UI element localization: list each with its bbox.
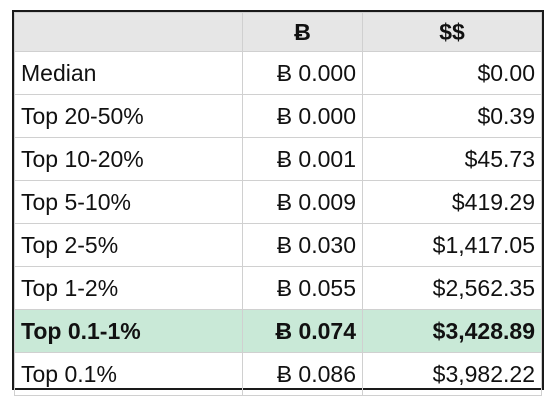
- usd-value-cell[interactable]: $419.29: [362, 180, 542, 224]
- usd-value-cell[interactable]: $0.00: [362, 51, 542, 95]
- btc-value-cell[interactable]: Ƀ 0.055: [242, 266, 363, 310]
- btc-value-cell[interactable]: Ƀ 0.009: [242, 180, 363, 224]
- row-label-cell[interactable]: Top 2-5%: [14, 223, 243, 267]
- table-row: Top 10-20% Ƀ 0.001 $45.73: [14, 137, 542, 181]
- table-row: Top 5-10% Ƀ 0.009 $419.29: [14, 180, 542, 224]
- row-label-cell[interactable]: Top 20-50%: [14, 94, 243, 138]
- header-cell-usd[interactable]: $$: [362, 12, 542, 52]
- usd-value-cell[interactable]: $0.39: [362, 94, 542, 138]
- btc-value-cell[interactable]: Ƀ 0.086: [242, 352, 363, 396]
- table-row: Top 0.1% Ƀ 0.086 $3,982.22: [14, 352, 542, 396]
- btc-value-cell[interactable]: Ƀ 0.030: [242, 223, 363, 267]
- row-label-cell[interactable]: Top 0.1%: [14, 352, 243, 396]
- row-label-cell[interactable]: Top 10-20%: [14, 137, 243, 181]
- header-row: Ƀ $$: [14, 12, 542, 52]
- usd-value-cell[interactable]: $45.73: [362, 137, 542, 181]
- table-row: Median Ƀ 0.000 $0.00: [14, 51, 542, 95]
- header-cell-label[interactable]: [14, 12, 243, 52]
- row-label-cell[interactable]: Top 1-2%: [14, 266, 243, 310]
- usd-value-cell[interactable]: $3,982.22: [362, 352, 542, 396]
- row-label-cell[interactable]: Median: [14, 51, 243, 95]
- usd-value-cell[interactable]: $3,428.89: [362, 309, 542, 353]
- row-label-cell[interactable]: Top 0.1-1%: [14, 309, 243, 353]
- distribution-table: Ƀ $$ Median Ƀ 0.000 $0.00 Top 20-50% Ƀ 0…: [12, 10, 544, 396]
- usd-value-cell[interactable]: $1,417.05: [362, 223, 542, 267]
- usd-value-cell[interactable]: $2,562.35: [362, 266, 542, 310]
- table-row: Top 2-5% Ƀ 0.030 $1,417.05: [14, 223, 542, 267]
- btc-value-cell[interactable]: Ƀ 0.000: [242, 51, 363, 95]
- table-row: Top 1-2% Ƀ 0.055 $2,562.35: [14, 266, 542, 310]
- btc-value-cell[interactable]: Ƀ 0.074: [242, 309, 363, 353]
- header-cell-btc[interactable]: Ƀ: [242, 12, 363, 52]
- table-grid: Ƀ $$ Median Ƀ 0.000 $0.00 Top 20-50% Ƀ 0…: [14, 12, 542, 396]
- btc-value-cell[interactable]: Ƀ 0.001: [242, 137, 363, 181]
- table-row-highlighted: Top 0.1-1% Ƀ 0.074 $3,428.89: [14, 309, 542, 353]
- btc-value-cell[interactable]: Ƀ 0.000: [242, 94, 363, 138]
- table-row: Top 20-50% Ƀ 0.000 $0.39: [14, 94, 542, 138]
- row-label-cell[interactable]: Top 5-10%: [14, 180, 243, 224]
